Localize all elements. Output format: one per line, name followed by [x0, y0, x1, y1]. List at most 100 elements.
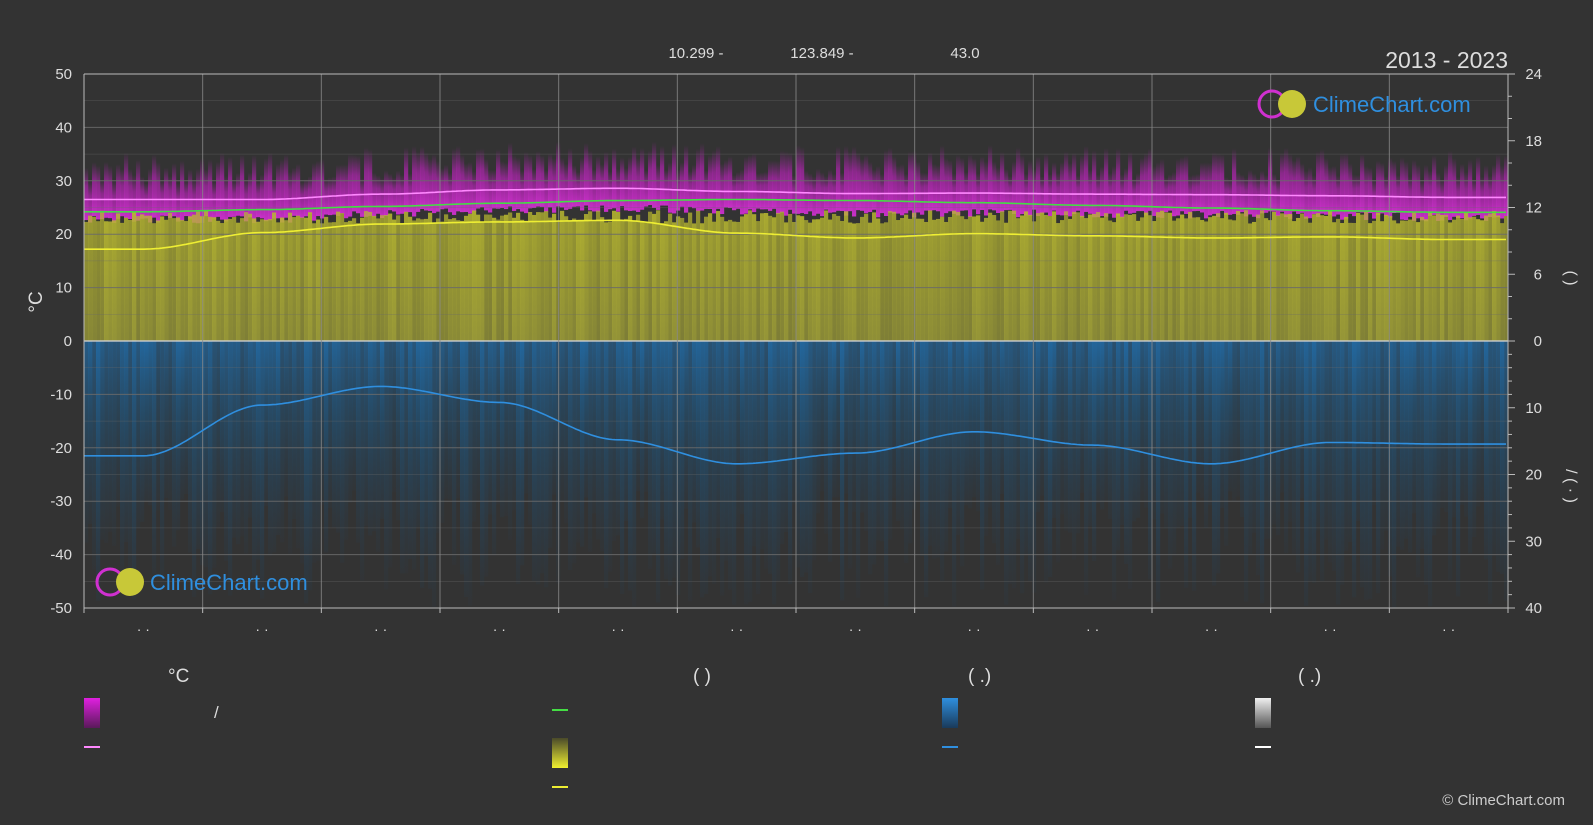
sunshine-band — [1020, 215, 1025, 341]
precip-band — [164, 341, 169, 499]
temp-range-band — [836, 146, 841, 211]
sunshine-band — [584, 214, 589, 341]
sunshine-band — [1344, 216, 1349, 341]
temp-range-band — [260, 174, 265, 219]
sunshine-band — [404, 211, 409, 341]
sunshine-band — [624, 218, 629, 341]
temp-range-band — [744, 156, 749, 214]
temp-range-band — [616, 168, 621, 212]
precip-band — [852, 341, 857, 512]
temp-range-band — [396, 170, 401, 215]
temp-range-band — [1188, 175, 1193, 219]
temp-range-band — [1192, 174, 1197, 212]
sunshine-band — [208, 216, 213, 341]
y-tick-label-left: 20 — [55, 226, 72, 243]
sunshine-band — [772, 217, 777, 341]
sunshine-band — [260, 219, 265, 341]
sunshine-band — [1320, 215, 1325, 341]
temp-range-band — [1328, 167, 1333, 215]
precip-band — [956, 341, 961, 535]
temp-range-band — [1184, 155, 1189, 214]
sunshine-band — [760, 213, 765, 341]
sunshine-band — [436, 218, 441, 341]
sunshine-band — [1292, 221, 1297, 341]
precip-band — [660, 341, 665, 520]
precip-band — [360, 341, 365, 581]
precip-band — [892, 341, 897, 499]
precip-band — [84, 341, 89, 543]
sunshine-band — [420, 219, 425, 341]
precip-band — [424, 341, 429, 557]
temp-range-band — [296, 164, 301, 217]
precip-band — [1224, 341, 1229, 546]
sunshine-band — [512, 217, 517, 341]
sunshine-band — [224, 219, 229, 341]
precip-band — [1264, 341, 1269, 539]
sunshine-band — [476, 214, 481, 341]
sunshine-band — [1000, 211, 1005, 341]
precip-band — [1408, 341, 1413, 553]
precip-band — [1060, 341, 1065, 515]
sunshine-band — [1028, 214, 1033, 341]
sunshine-band — [324, 216, 329, 341]
sunshine-band — [924, 221, 929, 341]
precip-band — [372, 341, 377, 532]
temp-range-band — [892, 156, 897, 214]
rain-mean-swatch — [942, 746, 958, 748]
precip-band — [352, 341, 357, 491]
y-tick-label-left: -20 — [50, 440, 72, 457]
sunshine-band — [616, 211, 621, 341]
temp-range-band — [720, 163, 725, 215]
precip-band — [1444, 341, 1449, 513]
precip-band — [684, 341, 689, 509]
sunshine-band — [1492, 210, 1497, 341]
sunshine-band — [840, 220, 845, 341]
sunshine-band — [720, 216, 725, 341]
precip-band — [1320, 341, 1325, 582]
temp-range-band — [132, 174, 137, 222]
temp-range-band — [708, 154, 713, 209]
sunshine-band — [948, 217, 953, 341]
precip-band — [140, 341, 145, 522]
sunshine-band — [352, 218, 357, 341]
sunshine-band — [152, 223, 157, 341]
temp-range-band — [528, 155, 533, 209]
precip-band — [228, 341, 233, 596]
temp-range-band — [652, 141, 657, 208]
y-tick-label-right-top: 0 — [1534, 333, 1542, 350]
sunshine-band — [1080, 215, 1085, 341]
precip-band — [544, 341, 549, 588]
temp-range-band — [1124, 168, 1129, 211]
sunshine-band — [996, 220, 1001, 341]
precip-band — [632, 341, 637, 607]
temp-range-band — [1296, 156, 1301, 214]
precip-band — [900, 341, 905, 530]
sunshine-band — [576, 219, 581, 341]
sunshine-band — [588, 211, 593, 341]
sunshine-band — [780, 211, 785, 341]
sunshine-band — [1224, 212, 1229, 341]
temp-range-band — [1492, 164, 1497, 218]
temp-range-band — [1052, 162, 1057, 211]
precip-band — [560, 341, 565, 502]
sunshine-band — [704, 216, 709, 341]
temp-range-band — [752, 153, 757, 213]
temp-range-band — [1444, 164, 1449, 217]
sunshine-band — [1124, 214, 1129, 341]
temp-range-band — [412, 146, 417, 217]
precip-band — [212, 341, 217, 568]
precip-band — [1140, 341, 1145, 501]
temp-range-band — [1224, 176, 1229, 215]
sunshine-band — [204, 210, 209, 341]
sunshine-band — [600, 217, 605, 341]
precip-band — [1312, 341, 1317, 583]
temp-range-band — [136, 159, 141, 221]
sunshine-band — [1400, 220, 1405, 341]
precip-band — [264, 341, 269, 507]
precip-band — [1268, 341, 1273, 539]
precip-band — [588, 341, 593, 552]
temp-range-band — [1156, 162, 1161, 218]
precip-band — [1304, 341, 1309, 606]
temp-range-band — [828, 169, 833, 213]
sunshine-band — [904, 214, 909, 341]
